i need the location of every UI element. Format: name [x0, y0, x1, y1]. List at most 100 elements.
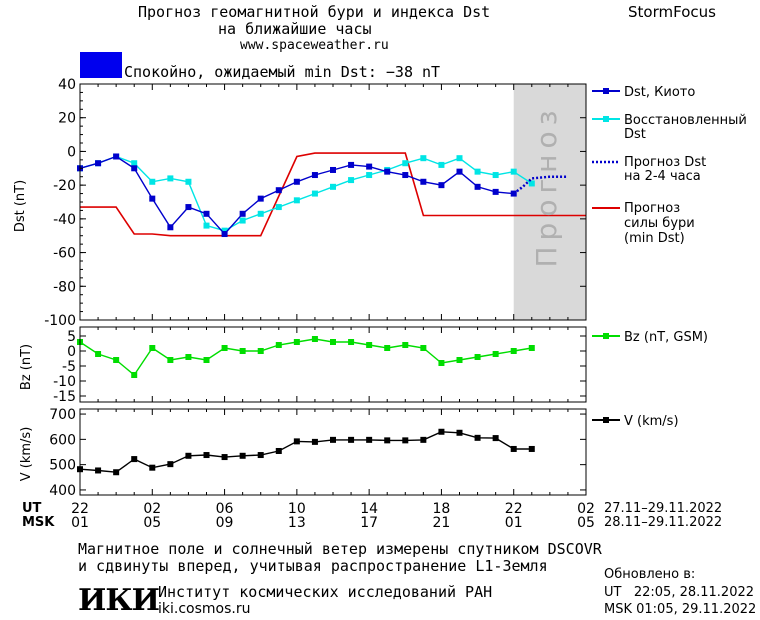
- page-title-line1: Прогноз геомагнитной бури и индекса Dst: [138, 3, 491, 21]
- ut-tick-label: 22: [504, 501, 523, 517]
- bz-point: [420, 345, 427, 351]
- dst-ytick-label: -80: [53, 279, 76, 295]
- bz-point: [131, 372, 138, 378]
- legend-dst-kyoto: Dst, Киото: [624, 85, 695, 100]
- dst-kyoto-point: [348, 161, 355, 168]
- restored-dst-point: [330, 183, 336, 190]
- dst-kyoto-point: [149, 195, 156, 202]
- restored-dst-point: [203, 222, 210, 229]
- bz-point: [239, 348, 246, 354]
- dst-ytick-label: -20: [53, 178, 76, 194]
- speed-point: [456, 429, 463, 436]
- bz-ylabel: Bz (nT): [19, 344, 34, 390]
- legend-restored-marker: [603, 116, 609, 122]
- bz-point: [275, 342, 282, 348]
- bz-ytick-label: 0: [67, 344, 76, 360]
- legend-restored-l1: Восстановленный: [624, 113, 747, 128]
- dst-kyoto-point: [402, 172, 409, 179]
- msk-tick-label: 13: [287, 515, 306, 531]
- bz-point: [167, 357, 174, 363]
- speed-point: [348, 436, 355, 443]
- bz-ytick-label: -10: [53, 374, 76, 390]
- bz-point: [221, 345, 228, 351]
- ut-axis-label: UT: [22, 501, 42, 516]
- footer-note-line1: Магнитное поле и солнечный ветер измерен…: [78, 540, 602, 558]
- ut-tick-label: 22: [71, 501, 89, 517]
- storm-forecast-line: [80, 152, 586, 237]
- restored-dst-point: [185, 178, 192, 185]
- legend-restored-l2: Dst: [624, 127, 646, 142]
- status-color-swatch: [80, 52, 122, 78]
- dst-kyoto-point: [275, 187, 282, 194]
- dst-kyoto-point: [239, 210, 246, 217]
- msk-axis-label: MSK: [22, 515, 55, 530]
- ut-tick-label: 02: [577, 501, 595, 517]
- institute-site[interactable]: iki.cosmos.ru: [158, 601, 251, 617]
- v-ytick-label: 700: [49, 407, 76, 423]
- bz-point: [438, 360, 445, 366]
- speed-point: [293, 438, 300, 445]
- ut-tick-label: 10: [287, 501, 306, 517]
- ut-tick-label: 14: [360, 501, 379, 517]
- speed-point: [492, 435, 499, 442]
- speed-point: [221, 454, 228, 461]
- restored-dst-point: [474, 168, 481, 175]
- dst-kyoto-point: [330, 166, 336, 173]
- dst-kyoto-point: [167, 224, 174, 231]
- speed-point: [330, 436, 336, 443]
- speed-point: [366, 436, 373, 443]
- restored-dst-point: [510, 168, 517, 175]
- msk-tick-label: 05: [143, 515, 162, 531]
- dst-kyoto-point: [474, 183, 481, 190]
- bz-point: [456, 357, 463, 363]
- dst-kyoto-point: [366, 163, 373, 170]
- ut-date-range: 27.11–29.11.2022: [604, 501, 723, 516]
- restored-dst-point: [131, 160, 138, 167]
- restored-dst-point: [167, 175, 174, 182]
- bz-point: [149, 345, 156, 351]
- brand-label: StormFocus: [628, 3, 716, 21]
- status-text: Спокойно, ожидаемый min Dst: −38 nT: [124, 63, 441, 81]
- bz-point: [492, 351, 499, 357]
- legend-v-marker: [603, 417, 609, 423]
- msk-date-range: 28.11–29.11.2022: [604, 515, 723, 530]
- bz-point: [402, 342, 409, 348]
- speed-point: [167, 461, 174, 468]
- bz-ytick-label: -5: [62, 359, 76, 375]
- restored-dst-point: [239, 217, 246, 224]
- dst-kyoto-point: [131, 165, 138, 172]
- dst-ytick-label: -100: [44, 313, 76, 329]
- bz-point: [366, 342, 373, 348]
- dst-kyoto-point: [293, 178, 300, 185]
- v-ytick-label: 400: [49, 483, 76, 499]
- dst-ytick-label: -40: [53, 212, 76, 228]
- restored-dst-point: [492, 172, 499, 179]
- dst-kyoto-point: [420, 178, 427, 185]
- restored-dst-point: [402, 160, 409, 167]
- restored-dst-line: [79, 155, 533, 232]
- dst-kyoto-point: [384, 168, 391, 175]
- speed-point: [131, 456, 138, 463]
- v-ylabel: V (km/s): [19, 427, 34, 482]
- legend: Dst, Киото Восстановленный Dst Прогноз D…: [592, 85, 747, 429]
- speed-point: [510, 445, 517, 452]
- bz-point: [185, 354, 192, 360]
- bz-point: [257, 348, 264, 354]
- msk-tick-label: 05: [577, 515, 595, 531]
- site-url[interactable]: www.spaceweather.ru: [240, 38, 389, 53]
- speed-point: [311, 438, 318, 445]
- speed-point: [438, 428, 445, 435]
- dst-ytick-label: -60: [53, 246, 76, 262]
- bz-ytick-label: -15: [53, 389, 76, 405]
- msk-tick-label: 17: [360, 515, 379, 531]
- dst-kyoto-point: [492, 188, 499, 195]
- bz-panel-frame: [79, 326, 587, 403]
- ut-tick-label: 18: [432, 501, 451, 517]
- msk-tick-label: 09: [215, 515, 234, 531]
- restored-dst-point: [420, 155, 427, 162]
- dst-ylabel: Dst (nT): [13, 180, 28, 232]
- restored-dst-point: [293, 197, 300, 204]
- speed-point: [275, 447, 282, 454]
- restored-dst-point: [528, 180, 535, 187]
